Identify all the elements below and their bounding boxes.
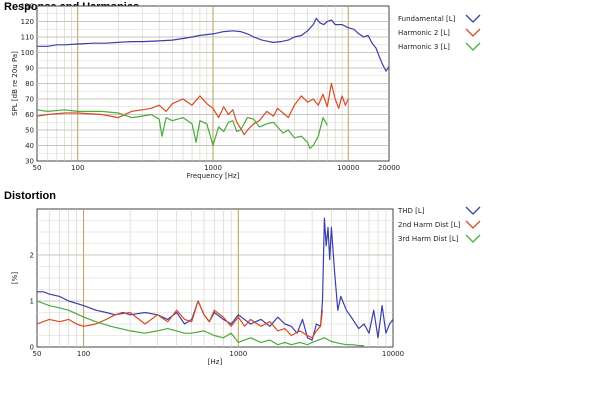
- legend-label: Fundamental [L]: [398, 15, 456, 23]
- y-axis-label: [%]: [11, 272, 19, 284]
- response-harmonics-chart: 50 100 1000 10000 20000 30 40 50 60 70 80 90 100 110 1…: [11, 3, 481, 180]
- legend: THD [L] 2nd Harm Dist [L] 3rd Harm Dist [L…: [397, 206, 481, 243]
- x-axis-label: [Hz]: [208, 358, 223, 366]
- legend-label: Harmonic 2 [L]: [398, 29, 450, 37]
- y-tick-label: 90: [25, 65, 34, 73]
- legend: Fundamental [L] Harmonic 2 [L] Harmonic 3 …: [398, 14, 481, 51]
- legend-swatch: [465, 220, 481, 229]
- x-tick-label: 100: [71, 164, 84, 172]
- y-tick-label: 30: [25, 158, 34, 166]
- y-tick-label: 120: [21, 18, 34, 26]
- x-tick-label: 100: [77, 350, 90, 358]
- legend-label: 2nd Harm Dist [L]: [398, 221, 460, 229]
- y-tick-label: 70: [25, 96, 34, 104]
- y-tick-label: 40: [25, 142, 34, 150]
- series-line-2: [36, 300, 365, 347]
- legend-label: THD [L]: [397, 207, 425, 215]
- x-tick-label: 50: [33, 350, 42, 358]
- series-line-0: [37, 17, 390, 72]
- x-tick-label: 10000: [337, 164, 359, 172]
- x-tick-label: 1000: [229, 350, 247, 358]
- distortion-panel-title: Distortion: [4, 190, 56, 202]
- y-axis-label: SPL [dB re 20u Pa]: [11, 51, 19, 116]
- x-tick-label: 1000: [204, 164, 222, 172]
- legend-swatch: [465, 14, 481, 23]
- y-tick-label: 60: [25, 111, 34, 119]
- y-tick-label: 0: [30, 344, 34, 352]
- x-tick-label: 20000: [378, 164, 400, 172]
- y-tick-label: 80: [25, 80, 34, 88]
- x-axis-label: Frequency [Hz]: [187, 172, 240, 180]
- distortion-chart: 50 100 1000 10000 0 1 2 [Hz] [%] THD [L] 2nd Harm …: [11, 206, 481, 366]
- series-line-1: [36, 82, 349, 136]
- x-tick-label: 50: [33, 164, 42, 172]
- legend-swatch: [465, 28, 481, 37]
- y-tick-label: 50: [25, 127, 34, 135]
- y-tick-label: 1: [30, 298, 34, 306]
- y-tick-label: 2: [30, 252, 34, 260]
- y-tick-label: 100: [21, 49, 34, 57]
- y-tick-label: 110: [21, 34, 34, 42]
- series-line-1: [36, 300, 324, 339]
- major-grid: [37, 6, 389, 161]
- x-tick-label: 10000: [382, 350, 404, 358]
- legend-label: Harmonic 3 [L]: [398, 43, 450, 51]
- y-tick-label: 130: [21, 3, 34, 11]
- legend-swatch: [465, 234, 481, 243]
- legend-swatch: [465, 206, 481, 215]
- legend-swatch: [465, 42, 481, 51]
- series-line-2: [36, 109, 328, 150]
- legend-label: 3rd Harm Dist [L]: [398, 235, 459, 243]
